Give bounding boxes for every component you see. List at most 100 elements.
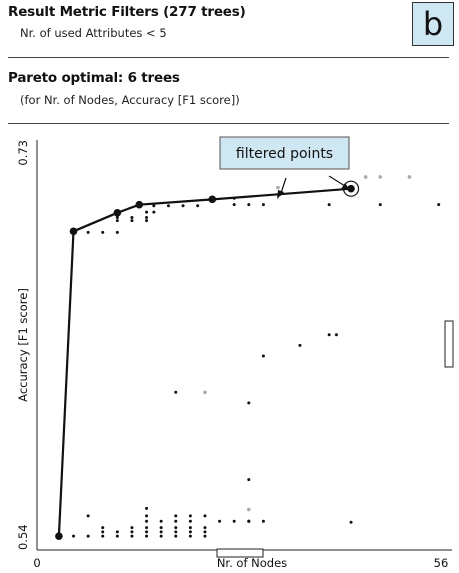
data-point — [159, 530, 163, 534]
data-point — [174, 519, 178, 523]
callout-arrow — [328, 175, 346, 187]
data-point — [115, 215, 119, 219]
filtered-point — [203, 390, 207, 395]
data-point — [174, 534, 178, 538]
callout-arrowhead — [277, 190, 284, 199]
data-point — [72, 534, 76, 538]
x-tick-label: 0 — [33, 556, 40, 570]
x-range-handle — [216, 548, 264, 558]
data-point — [349, 520, 353, 524]
data-point — [115, 219, 119, 223]
data-point — [327, 203, 331, 207]
data-point — [159, 534, 163, 538]
data-point — [86, 230, 90, 234]
pareto-title: Pareto optimal: 6 trees — [8, 70, 180, 86]
data-point — [218, 519, 222, 523]
data-point — [174, 390, 178, 394]
data-point — [203, 526, 207, 530]
data-point — [188, 534, 192, 538]
data-point — [188, 519, 192, 523]
data-point — [130, 526, 134, 530]
data-point — [101, 526, 105, 530]
chart-axes: 0.54 0.73 0 56 Nr. of Nodes Accuracy [F1 scor… — [16, 140, 454, 570]
callout-text: filtered points — [236, 146, 333, 162]
divider-bottom — [8, 123, 449, 124]
data-point — [378, 203, 382, 207]
callout-arrowhead — [341, 183, 350, 190]
filtered-point — [407, 175, 412, 179]
pareto-point — [55, 532, 63, 540]
pareto-point — [135, 200, 144, 209]
data-point — [115, 230, 119, 234]
filtered-point — [378, 175, 383, 179]
data-point — [261, 203, 265, 207]
data-point — [247, 203, 251, 207]
pareto-point — [69, 227, 78, 236]
panel-letter-badge: b — [412, 2, 454, 46]
data-point — [159, 526, 163, 530]
pareto-point — [113, 208, 122, 217]
data-point — [174, 530, 178, 534]
pareto-front-line — [57, 187, 352, 537]
data-point — [145, 526, 149, 530]
y-range-handle — [444, 320, 454, 368]
data-point — [327, 333, 331, 337]
y-tick-label: 0.73 — [16, 140, 30, 166]
data-point — [203, 530, 207, 534]
data-point — [130, 530, 134, 534]
y-tick-label: 0.54 — [16, 524, 30, 550]
data-point — [247, 478, 251, 482]
data-point — [130, 534, 134, 538]
data-point — [247, 519, 251, 523]
data-point — [145, 210, 149, 214]
data-point — [86, 534, 90, 538]
pareto-subtitle: (for Nr. of Nodes, Accuracy [F1 score]) — [20, 93, 240, 107]
data-point — [298, 343, 302, 347]
pareto-point — [208, 195, 217, 204]
data-point — [232, 203, 236, 207]
data-point — [203, 534, 207, 538]
data-point — [159, 519, 163, 523]
data-point — [145, 219, 149, 223]
data-point — [174, 514, 178, 518]
filter-title: Result Metric Filters (277 trees) — [8, 4, 246, 20]
data-point — [145, 506, 149, 510]
data-point — [145, 514, 149, 518]
filter-rule: Nr. of used Attributes < 5 — [20, 26, 167, 40]
data-point — [261, 354, 265, 358]
data-point — [145, 534, 149, 538]
chart-marks — [55, 175, 441, 540]
pareto-point — [347, 184, 355, 193]
data-point — [203, 514, 207, 518]
filtered-point — [247, 507, 251, 512]
data-point — [86, 514, 90, 518]
data-point — [196, 204, 200, 208]
data-point — [115, 530, 119, 534]
data-point — [437, 203, 441, 207]
data-point — [101, 534, 105, 538]
data-point — [232, 519, 236, 523]
data-point — [181, 204, 185, 208]
filtered-point — [276, 185, 280, 190]
filtered-point — [363, 175, 368, 179]
data-point — [261, 519, 265, 523]
data-point — [101, 530, 105, 534]
x-axis-label: Nr. of Nodes — [217, 556, 287, 570]
data-point — [145, 519, 149, 523]
data-point — [188, 526, 192, 530]
data-point — [166, 204, 170, 208]
y-axis-label: Accuracy [F1 score] — [16, 288, 30, 402]
callout-box — [219, 136, 350, 170]
data-point — [247, 401, 251, 405]
data-point — [145, 215, 149, 219]
data-point — [174, 526, 178, 530]
data-point — [152, 204, 156, 208]
data-point — [188, 514, 192, 518]
data-point — [334, 333, 338, 337]
data-point — [130, 215, 134, 219]
x-tick-label: 56 — [434, 556, 449, 570]
data-point — [115, 534, 119, 538]
divider-top — [8, 57, 449, 58]
data-point — [130, 219, 134, 223]
